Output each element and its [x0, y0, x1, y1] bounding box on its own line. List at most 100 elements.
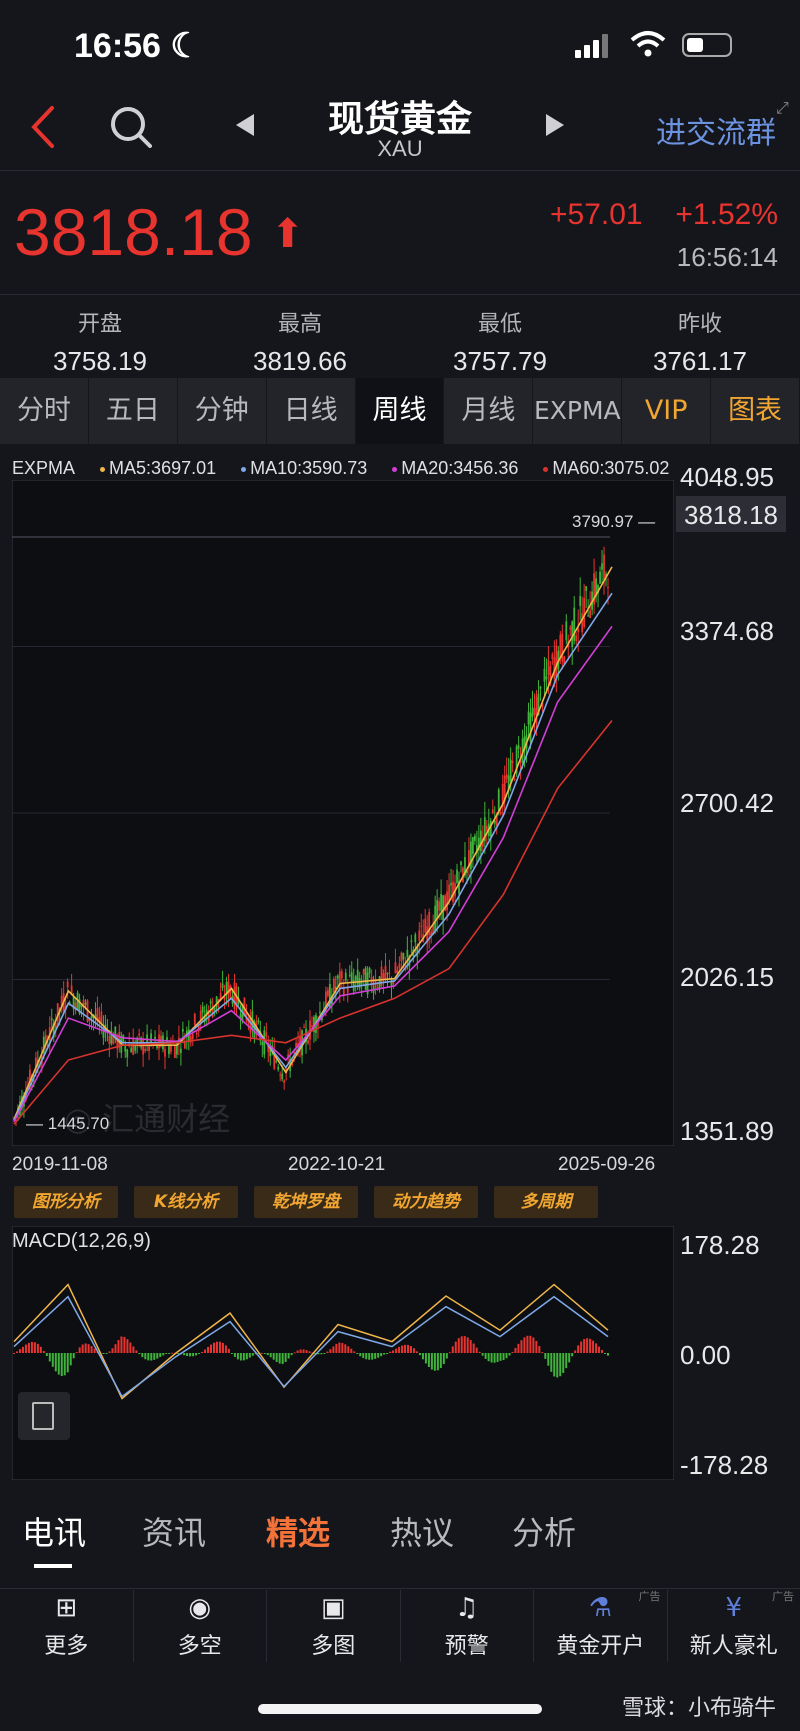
macd-histogram-bar: [565, 1353, 568, 1369]
macd-histogram-bar: [601, 1349, 604, 1353]
corner-expand-icon[interactable]: ⤢: [776, 98, 789, 117]
macd-histogram-bar: [523, 1337, 526, 1353]
nav-newbie-gift[interactable]: 广告 ¥ 新人豪礼: [668, 1590, 800, 1662]
prev-instrument-icon[interactable]: [236, 114, 254, 136]
quote-label: 开盘: [77, 312, 122, 337]
candle-body: [257, 1020, 260, 1023]
nav-gold-account[interactable]: 广告 ⚗ 黄金开户: [534, 1590, 668, 1662]
candle-body: [108, 1035, 111, 1045]
candle-body: [313, 1016, 315, 1032]
candlestick-chart[interactable]: [12, 480, 674, 1146]
candle-body: [348, 974, 351, 976]
macd-histogram-bar: [15, 1351, 18, 1353]
quote-high: 最高 3819.66: [200, 306, 400, 377]
macd-histogram-bar: [439, 1353, 442, 1369]
tab-vip[interactable]: VIP: [622, 378, 712, 444]
macd-histogram-bar: [511, 1351, 514, 1353]
macd-histogram-bar: [299, 1349, 302, 1353]
news-tab-discussion[interactable]: 热议: [390, 1514, 455, 1552]
macd-histogram-bar: [433, 1353, 436, 1371]
nav-alert[interactable]: ♫ 预警: [401, 1590, 534, 1662]
candle-body: [164, 1049, 166, 1057]
candle-body: [521, 738, 524, 763]
candle-body: [148, 1043, 150, 1051]
axis-label: 3374.68: [680, 616, 774, 646]
macd-histogram-bar: [493, 1353, 496, 1363]
tab-daily[interactable]: 日线: [267, 378, 356, 444]
nav-more[interactable]: ⊞ 更多: [0, 1590, 134, 1662]
macd-histogram-bar: [469, 1340, 472, 1353]
axis-label-current: 3818.18: [684, 500, 778, 530]
macd-histogram-bar: [344, 1344, 347, 1353]
candle-body: [511, 760, 514, 764]
candle-body: [78, 999, 81, 1014]
tab-intraday[interactable]: 分时: [0, 378, 89, 444]
macd-histogram-bar: [409, 1346, 412, 1353]
macd-histogram-bar: [332, 1346, 335, 1353]
tab-weekly[interactable]: 周线: [355, 378, 445, 444]
candle-body: [603, 554, 605, 580]
macd-histogram-bar: [323, 1353, 326, 1354]
tab-expma[interactable]: EXPMA: [533, 378, 623, 444]
tool-pattern-analysis-button[interactable]: 图形分析: [14, 1186, 118, 1218]
tab-five-day[interactable]: 五日: [89, 378, 178, 444]
home-indicator[interactable]: [258, 1704, 542, 1714]
credit-watermark: 雪球：小布骑牛: [621, 1696, 776, 1721]
join-group-link[interactable]: 进交流群: [656, 116, 776, 151]
macd-histogram-bar: [293, 1352, 296, 1354]
macd-histogram-bar: [556, 1353, 559, 1378]
candle-body: [319, 1011, 321, 1013]
macd-histogram-bar: [412, 1348, 415, 1353]
candle-body: [338, 971, 341, 990]
back-icon[interactable]: [28, 104, 58, 150]
candle-body: [112, 1035, 115, 1045]
macd-histogram-bar: [442, 1353, 445, 1365]
nav-long-short[interactable]: ◉ 多空: [134, 1590, 267, 1662]
macd-histogram-bar: [559, 1353, 562, 1377]
tool-momentum-button[interactable]: 动力趋势: [374, 1186, 478, 1218]
candle-body: [583, 598, 586, 627]
watermark: ◎ 汇通财经: [64, 1100, 231, 1138]
price-change-pct: +1.52%: [675, 198, 778, 231]
news-tab-telegraph[interactable]: 电讯: [22, 1514, 87, 1552]
next-instrument-icon[interactable]: [546, 114, 564, 136]
tool-compass-button[interactable]: 乾坤罗盘: [254, 1186, 358, 1218]
news-tab-analysis[interactable]: 分析: [512, 1514, 577, 1552]
candle-body: [547, 660, 550, 675]
macd-histogram-bar: [144, 1353, 147, 1360]
fullscreen-icon[interactable]: [18, 1392, 70, 1440]
tab-chart[interactable]: 图表: [711, 378, 800, 444]
news-tab-featured[interactable]: 精选: [266, 1514, 331, 1552]
macd-histogram-bar: [386, 1353, 389, 1354]
candle-body: [84, 1002, 87, 1005]
candle-body: [217, 999, 220, 1002]
macd-histogram-bar: [212, 1342, 215, 1353]
candle-body: [452, 881, 454, 902]
news-tab-info[interactable]: 资讯: [142, 1514, 207, 1552]
macd-histogram-bar: [335, 1343, 338, 1353]
candle-body: [384, 965, 387, 980]
macd-histogram-bar: [475, 1347, 478, 1353]
candle-body: [529, 712, 532, 742]
macd-histogram-bar: [583, 1339, 586, 1353]
tab-minute[interactable]: 分钟: [178, 378, 267, 444]
search-icon[interactable]: [108, 104, 154, 150]
candle-body: [593, 573, 595, 605]
candle-body: [563, 656, 566, 664]
ad-badge: 广告: [638, 1590, 661, 1603]
macd-histogram-bar: [329, 1349, 332, 1353]
nav-multi-chart[interactable]: ▣ 多图: [267, 1590, 401, 1662]
macd-histogram-bar: [520, 1340, 523, 1353]
candle-body: [493, 820, 496, 824]
macd-chart[interactable]: [12, 1226, 674, 1480]
candle-body: [436, 900, 439, 919]
candle-body: [150, 1033, 152, 1043]
macd-histogram-bar: [466, 1337, 469, 1353]
candle-body: [400, 952, 403, 962]
tab-monthly[interactable]: 月线: [444, 378, 534, 444]
candle-body: [539, 686, 542, 689]
candle-body: [460, 861, 462, 866]
tool-kline-analysis-button[interactable]: K线分析: [134, 1186, 238, 1218]
tool-multi-period-button[interactable]: 多周期: [494, 1186, 598, 1218]
macd-histogram-bar: [460, 1336, 463, 1353]
